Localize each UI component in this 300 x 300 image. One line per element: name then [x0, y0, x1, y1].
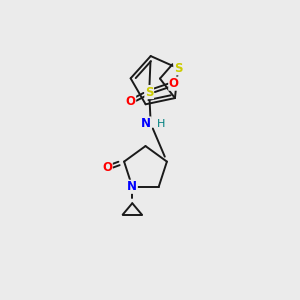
- Text: N: N: [127, 180, 137, 193]
- Text: S: S: [145, 85, 153, 99]
- Text: O: O: [102, 161, 112, 174]
- Text: O: O: [169, 77, 179, 90]
- Text: N: N: [141, 117, 151, 130]
- Text: S: S: [174, 62, 182, 75]
- Text: O: O: [126, 95, 136, 108]
- Text: H: H: [157, 118, 165, 129]
